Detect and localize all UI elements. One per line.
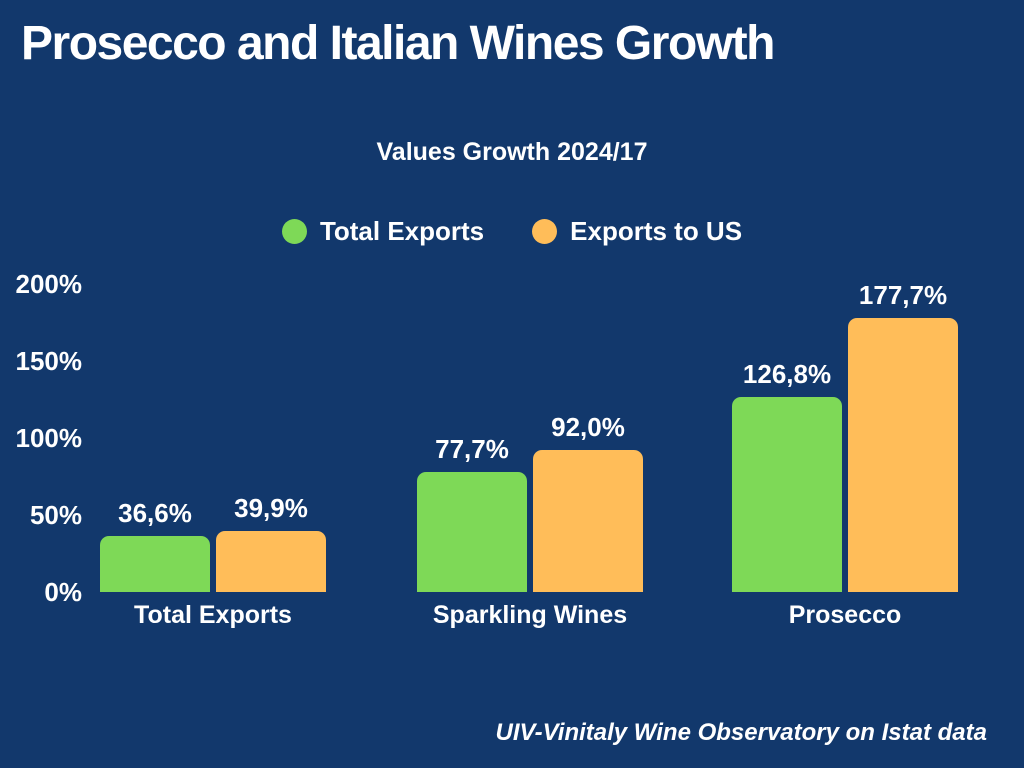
legend-swatch-circle-icon [532,219,558,244]
bar-cell-total-exports-total-exports: 36,6% [100,498,210,592]
bar-group-total-exports: 36,6% 39,9% [100,493,326,592]
bar-value-label: 92,0% [551,412,625,442]
bar-cell-prosecco-exports-to-us: 177,7% [848,280,958,592]
legend-swatch-circle-icon [281,219,307,244]
bar-prosecco-total-exports [732,397,842,592]
bar-value-label: 177,7% [858,280,948,310]
category-label-total-exports: Total Exports [134,601,292,629]
legend-label-exports-to-us: Exports to US [570,216,743,246]
chart-title: Values Growth 2024/17 [376,138,648,166]
y-tick-label-100pct: 100% [15,423,83,453]
legend-item-exports-to-us: Exports to US [532,216,742,247]
bar-sparkling-wines-exports-to-us [533,450,643,592]
category-label-prosecco: Prosecco [788,601,902,629]
legend-label-total-exports: Total Exports [319,216,485,246]
bar-group-prosecco: 126,8% 177,7% [732,280,958,592]
y-tick-label-0pct: 0% [44,577,82,607]
page-title: Prosecco and Italian Wines Growth [21,17,775,70]
legend: Total Exports Exports to US [0,216,1024,247]
y-tick-label-200pct: 200% [15,269,83,299]
bar-value-label: 39,9% [234,493,308,523]
bar-cell-sparkling-wines-exports-to-us: 92,0% [533,412,643,592]
bar-total-exports-total-exports [100,536,210,592]
legend-item-total-exports: Total Exports [281,216,485,247]
bar-value-label: 77,7% [435,434,509,464]
bar-cell-sparkling-wines-total-exports: 77,7% [417,434,527,592]
y-tick-label-150pct: 150% [15,346,83,376]
bar-sparkling-wines-total-exports [417,472,527,592]
bar-cell-prosecco-total-exports: 126,8% [732,359,842,592]
source-credit: UIV-Vinitaly Wine Observatory on Istat d… [495,719,987,746]
bar-value-label: 36,6% [118,498,192,528]
bar-total-exports-exports-to-us [216,531,326,592]
y-tick-label-50pct: 50% [29,500,82,530]
bar-value-label: 126,8% [742,359,832,389]
bar-group-sparkling-wines: 77,7% 92,0% [417,412,643,592]
bar-cell-total-exports-exports-to-us: 39,9% [216,493,326,592]
category-label-sparkling-wines: Sparkling Wines [432,601,628,629]
bar-prosecco-exports-to-us [848,318,958,592]
